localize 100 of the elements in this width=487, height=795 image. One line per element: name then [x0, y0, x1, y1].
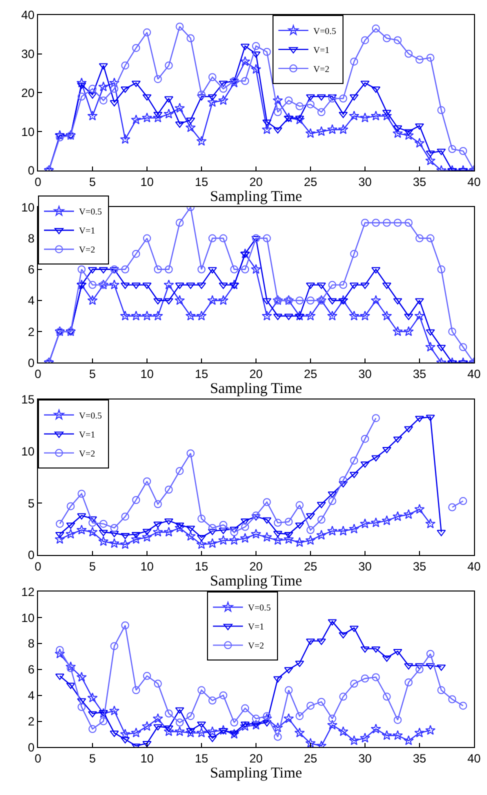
point [164, 526, 174, 537]
point [98, 530, 108, 536]
point [316, 502, 326, 508]
point [250, 528, 262, 539]
point [87, 295, 98, 305]
point [66, 528, 76, 539]
point [339, 280, 348, 289]
point [284, 314, 294, 320]
point [416, 56, 424, 64]
point [274, 108, 282, 116]
legend-label: V=0.5 [79, 410, 102, 420]
point [382, 692, 391, 701]
y-tick-label: 12 [21, 584, 35, 599]
y-tick-label: 0 [28, 740, 35, 754]
y-tick-label: 10 [21, 124, 35, 139]
point [241, 704, 250, 712]
point [262, 124, 272, 134]
point [186, 712, 195, 720]
point [426, 329, 435, 336]
point [250, 64, 262, 74]
x-tick-label: 15 [194, 752, 208, 766]
point [121, 265, 130, 274]
point [230, 265, 238, 274]
point [306, 296, 314, 304]
point [88, 516, 98, 523]
point [339, 692, 348, 701]
point [403, 130, 414, 140]
x-tick-label: 10 [140, 174, 154, 189]
point [110, 524, 118, 532]
point [316, 126, 327, 136]
point [142, 310, 152, 320]
legend-label: V=2 [79, 244, 96, 255]
point [164, 108, 174, 119]
point [426, 650, 434, 658]
point [54, 534, 65, 544]
point [130, 534, 142, 544]
x-tick-label: 10 [140, 367, 154, 382]
point [350, 94, 359, 101]
point [393, 125, 402, 132]
point [98, 536, 109, 546]
x-axis-title: Sampling Time [210, 381, 302, 398]
legend-label: V=1 [79, 226, 96, 236]
point [459, 702, 468, 710]
point [360, 310, 370, 320]
point [66, 502, 75, 510]
point [370, 110, 382, 120]
point [99, 520, 108, 528]
point [132, 496, 140, 504]
point [294, 537, 305, 547]
point [327, 526, 338, 536]
point [404, 678, 413, 686]
point [425, 155, 436, 166]
point [87, 692, 98, 702]
point [120, 728, 130, 739]
point [284, 518, 293, 526]
point [154, 680, 162, 688]
point [66, 664, 75, 672]
point [426, 234, 434, 242]
x-tick-label: 5 [89, 174, 96, 189]
y-tick-label: 6 [28, 262, 35, 277]
point [437, 265, 446, 274]
point [229, 535, 240, 545]
point [305, 738, 316, 748]
y-tick-label: 8 [28, 636, 35, 651]
point [305, 535, 316, 545]
point [296, 712, 304, 720]
point [174, 726, 185, 736]
point [219, 520, 228, 529]
point [414, 123, 424, 130]
point [328, 280, 336, 289]
x-axis-title: Sampling Time [210, 766, 302, 782]
point [404, 663, 414, 670]
point [175, 707, 184, 714]
x-tick-label: 40 [467, 367, 481, 382]
point [252, 42, 260, 50]
y-tick-label: 15 [21, 392, 35, 407]
point [350, 680, 358, 688]
point [262, 234, 271, 242]
point [152, 526, 164, 537]
point [416, 665, 424, 674]
point [274, 518, 282, 527]
point [230, 526, 239, 534]
point [305, 310, 316, 320]
point [176, 218, 184, 227]
x-tick-label: 30 [358, 559, 372, 574]
point [198, 514, 206, 523]
point [208, 696, 216, 705]
point [207, 295, 218, 305]
point [361, 218, 369, 227]
point [154, 500, 162, 508]
point [414, 138, 425, 148]
point [316, 94, 326, 101]
y-tick-label: 5 [28, 496, 35, 510]
point [392, 128, 403, 138]
point [121, 621, 130, 630]
point [186, 34, 195, 42]
point [317, 108, 326, 116]
point [76, 280, 87, 290]
point [142, 528, 152, 536]
x-tick-label: 35 [412, 559, 426, 574]
